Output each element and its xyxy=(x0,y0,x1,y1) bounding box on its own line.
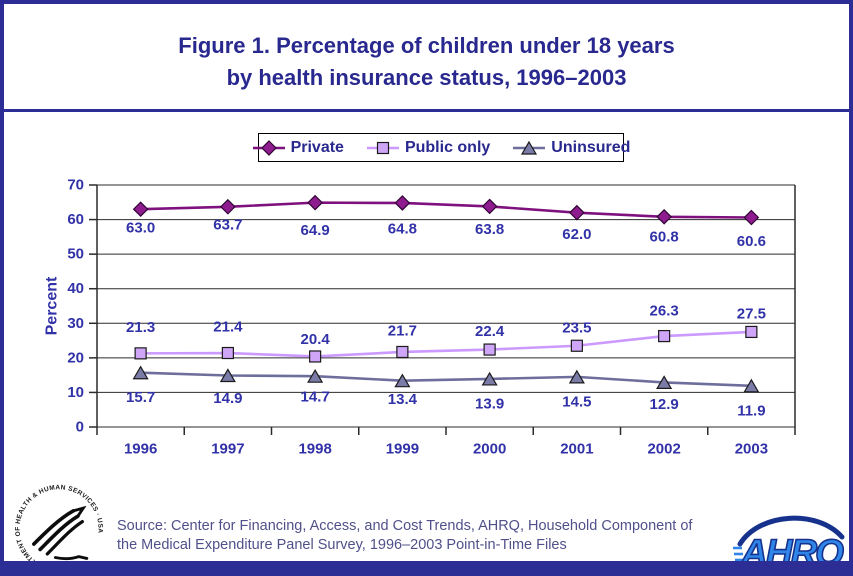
public-only-marker-icon xyxy=(658,329,671,343)
uninsured-marker-icon xyxy=(656,375,673,390)
uninsured-marker-icon xyxy=(307,368,324,383)
public-only-marker-icon xyxy=(134,347,147,360)
private-marker-icon xyxy=(656,208,672,225)
x-tick-label: 2003 xyxy=(735,441,768,458)
data-label-uninsured: 14.9 xyxy=(213,390,242,407)
source-note: Source: Center for Financing, Access, an… xyxy=(117,517,742,555)
y-tick-label: 50 xyxy=(67,246,84,263)
x-tick-label: 1999 xyxy=(386,441,419,458)
data-label-private: 63.8 xyxy=(475,221,504,238)
data-label-uninsured: 14.7 xyxy=(301,389,330,406)
x-tick-label: 1996 xyxy=(124,441,157,458)
data-label-uninsured: 15.7 xyxy=(126,389,155,406)
y-axis-title: Percent xyxy=(44,276,61,335)
x-tick-label: 1998 xyxy=(298,441,331,458)
data-label-private: 63.7 xyxy=(213,216,242,233)
y-tick-label: 40 xyxy=(67,280,84,297)
data-label-public-only: 23.5 xyxy=(562,319,591,336)
private-marker-icon xyxy=(220,198,236,215)
legend-marker-public-only-icon xyxy=(366,141,399,154)
data-label-public-only: 26.3 xyxy=(650,303,679,320)
source-note-line1: Source: Center for Financing, Access, an… xyxy=(117,518,693,534)
uninsured-marker-icon xyxy=(219,368,236,383)
data-label-uninsured: 13.4 xyxy=(388,391,418,408)
data-label-uninsured: 12.9 xyxy=(650,396,679,413)
public-only-marker-icon xyxy=(221,346,234,360)
ahrq-speed-lines-icon xyxy=(733,546,744,562)
data-label-public-only: 21.7 xyxy=(388,322,417,339)
data-label-public-only: 27.5 xyxy=(737,305,766,322)
source-note-line2: the Medical Expenditure Panel Survey, 19… xyxy=(117,537,567,553)
legend-marker-private-icon xyxy=(252,139,285,156)
private-marker-icon xyxy=(743,209,760,226)
data-label-private: 60.8 xyxy=(650,228,679,245)
data-label-private: 62.0 xyxy=(562,226,591,243)
data-label-private: 64.8 xyxy=(388,220,417,237)
x-tick-label: 2001 xyxy=(560,441,593,458)
private-marker-icon xyxy=(481,198,498,215)
private-marker-icon xyxy=(307,194,323,211)
data-label-private: 63.0 xyxy=(126,220,155,237)
private-marker-icon xyxy=(132,201,149,218)
public-only-marker-icon xyxy=(309,350,322,363)
chart-svg: 0 10 20 30 40 50 60 70 1996 1997 1998 1999 2000 2001 2… xyxy=(44,177,796,458)
public-only-marker-icon xyxy=(376,141,390,154)
data-label-public-only: 22.4 xyxy=(475,323,505,340)
legend-item-public-only: Public only xyxy=(366,139,490,157)
private-marker-icon xyxy=(260,139,277,156)
series-line-private xyxy=(140,201,752,219)
y-tick-label: 70 xyxy=(67,177,84,194)
x-tick-label: 2002 xyxy=(647,441,680,458)
data-label-private: 60.6 xyxy=(737,233,766,250)
data-label-uninsured: 14.5 xyxy=(562,393,591,410)
hhs-eagle-icon xyxy=(32,505,89,561)
y-tick-label: 60 xyxy=(67,211,84,228)
x-tick-label: 1997 xyxy=(211,441,244,458)
y-tick-label: 30 xyxy=(67,315,84,332)
hhs-logo: DEPARTMENT OF HEALTH & HUMAN SERVICES · … xyxy=(14,484,103,571)
figure-title-line1: Figure 1. Percentage of children under 1… xyxy=(178,33,675,58)
data-label-uninsured: 13.9 xyxy=(475,395,504,412)
private-marker-icon xyxy=(569,204,585,221)
private-marker-icon xyxy=(394,195,411,211)
y-tick-label: 10 xyxy=(67,384,84,401)
chart-legend: Private Public only Uninsured xyxy=(252,133,630,162)
figure-title-line2: by health insurance status, 1996–2003 xyxy=(226,65,627,90)
legend-label-uninsured: Uninsured xyxy=(551,138,631,156)
legend-label-private: Private xyxy=(290,138,344,156)
ahrq-logo: AHRQ xyxy=(733,515,847,570)
public-only-marker-icon xyxy=(745,325,758,339)
legend-label-public-only: Public only xyxy=(404,138,491,156)
data-label-private: 64.9 xyxy=(301,222,330,239)
ahrq-swoosh-icon xyxy=(737,515,845,547)
uninsured-marker-icon xyxy=(568,369,585,384)
uninsured-marker-icon xyxy=(394,373,411,388)
y-tick-label: 0 xyxy=(76,419,84,436)
uninsured-marker-icon xyxy=(481,371,498,386)
bottom-bar xyxy=(4,561,849,572)
data-label-uninsured: 11.9 xyxy=(737,402,765,419)
public-only-marker-icon xyxy=(570,339,583,352)
legend-marker-uninsured-icon xyxy=(513,140,546,155)
x-tick-label: 2000 xyxy=(473,441,506,458)
data-label-public-only: 20.4 xyxy=(301,331,331,348)
figure-title: Figure 1. Percentage of children under 1… xyxy=(4,30,849,94)
public-only-marker-icon xyxy=(483,343,496,356)
series-line-uninsured xyxy=(140,371,752,388)
uninsured-marker-icon xyxy=(132,365,149,380)
legend-item-private: Private xyxy=(252,139,344,157)
y-tick-label: 20 xyxy=(67,349,84,366)
uninsured-marker-icon xyxy=(743,378,760,393)
series-line-public-only xyxy=(140,330,752,358)
data-label-public-only: 21.3 xyxy=(126,319,155,336)
title-divider xyxy=(4,109,849,112)
legend-item-uninsured: Uninsured xyxy=(512,139,630,157)
uninsured-marker-icon xyxy=(521,140,538,155)
public-only-marker-icon xyxy=(396,345,409,359)
data-label-public-only: 21.4 xyxy=(213,319,243,336)
